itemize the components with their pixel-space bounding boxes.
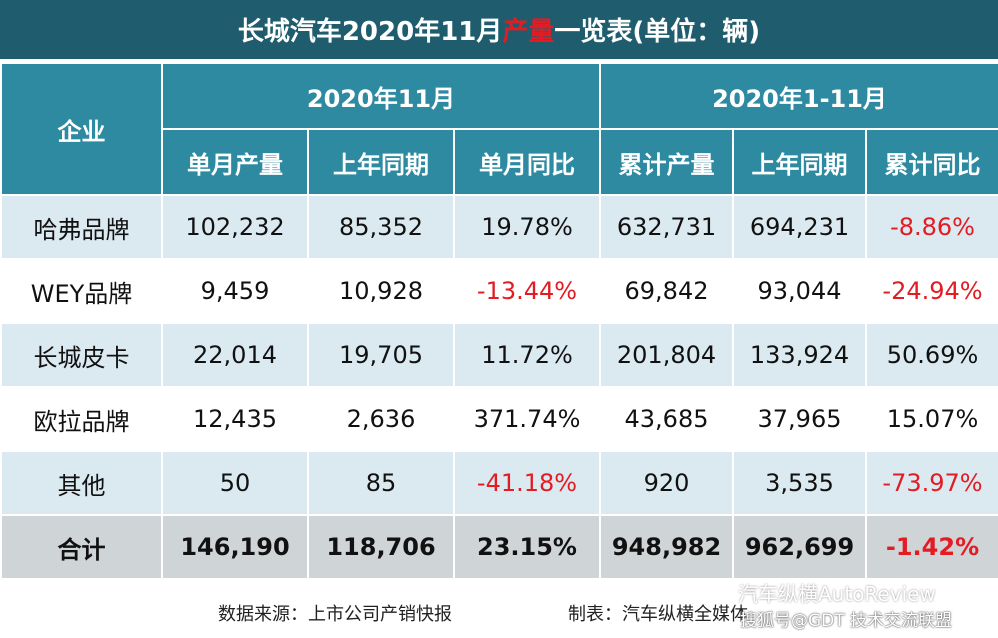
header-ytd-yoy: 累计同比	[865, 128, 998, 196]
production-table: 企业 2020年11月 2020年1-11月 单月产量 上年同期 单月同比 累计…	[0, 62, 998, 580]
data-source: 数据来源：上市公司产销快报	[218, 604, 452, 625]
table-maker: 制表：汽车纵横全媒体	[568, 604, 748, 625]
cell: 146,190	[161, 514, 309, 580]
cell: 10,928	[307, 258, 455, 324]
row-name: 哈弗品牌	[0, 194, 163, 260]
cell: 19,705	[307, 322, 455, 388]
cell: 962,699	[732, 514, 868, 580]
cell: 85,352	[307, 194, 455, 260]
title-highlight: 产量	[502, 17, 555, 47]
cell: 3,535	[732, 450, 868, 516]
watermark-source: 搜狐号@GDT 技术交流联盟	[740, 611, 953, 631]
cell: 118,706	[307, 514, 455, 580]
cell: -8.86%	[865, 194, 998, 260]
header-group-ytd: 2020年1-11月	[599, 62, 998, 130]
cell: 50	[161, 450, 309, 516]
cell: 37,965	[732, 386, 868, 452]
title-prefix: 长城汽车2020年11月	[237, 17, 503, 47]
cell: 22,014	[161, 322, 309, 388]
cell: 694,231	[732, 194, 868, 260]
cell: 43,685	[599, 386, 735, 452]
cell: -13.44%	[452, 258, 602, 324]
cell: 12,435	[161, 386, 309, 452]
header-company: 企业	[0, 62, 163, 196]
title-suffix: 一览表(单位：辆)	[554, 17, 761, 47]
watermark-brand: 汽车纵横AutoReview	[738, 582, 936, 606]
cell: -24.94%	[865, 258, 998, 324]
cell: 85	[307, 450, 455, 516]
cell: -41.18%	[452, 450, 602, 516]
table-row: 长城皮卡 22,014 19,705 11.72% 201,804 133,92…	[0, 322, 998, 388]
table-footer: 数据来源：上市公司产销快报 制表：汽车纵横全媒体	[0, 584, 998, 638]
cell: 371.74%	[452, 386, 602, 452]
row-name: 欧拉品牌	[0, 386, 163, 452]
cell: 102,232	[161, 194, 309, 260]
header-month-prior: 上年同期	[307, 128, 455, 196]
cell: 920	[599, 450, 735, 516]
header-month-yoy: 单月同比	[452, 128, 602, 196]
row-name: 长城皮卡	[0, 322, 163, 388]
cell: 93,044	[732, 258, 868, 324]
header-group-month: 2020年11月	[160, 62, 602, 130]
cell: 133,924	[732, 322, 868, 388]
cell: 23.15%	[452, 514, 602, 580]
row-name: 其他	[0, 450, 163, 516]
cell: 9,459	[161, 258, 309, 324]
header-month-output: 单月产量	[161, 128, 309, 196]
cell: -1.42%	[865, 514, 998, 580]
cell: 19.78%	[452, 194, 602, 260]
table-row: 欧拉品牌 12,435 2,636 371.74% 43,685 37,965 …	[0, 386, 998, 452]
total-label: 合计	[0, 514, 163, 580]
header-ytd-prior: 上年同期	[732, 128, 868, 196]
cell: 2,636	[307, 386, 455, 452]
cell: 11.72%	[452, 322, 602, 388]
table-title: 长城汽车2020年11月 产量 一览表(单位：辆)	[0, 0, 998, 62]
cell: 50.69%	[865, 322, 998, 388]
cell: 632,731	[599, 194, 735, 260]
cell: 948,982	[599, 514, 735, 580]
total-row: 合计 146,190 118,706 23.15% 948,982 962,69…	[0, 514, 998, 580]
chat-bubble-icon	[706, 581, 731, 600]
table-row: WEY品牌 9,459 10,928 -13.44% 69,842 93,044…	[0, 258, 998, 324]
cell: 69,842	[599, 258, 735, 324]
table-row: 其他 50 85 -41.18% 920 3,535 -73.97%	[0, 450, 998, 516]
row-name: WEY品牌	[0, 258, 163, 324]
cell: 201,804	[599, 322, 735, 388]
header-ytd-output: 累计产量	[599, 128, 735, 196]
table-row: 哈弗品牌 102,232 85,352 19.78% 632,731 694,2…	[0, 194, 998, 260]
cell: 15.07%	[865, 386, 998, 452]
cell: -73.97%	[865, 450, 998, 516]
